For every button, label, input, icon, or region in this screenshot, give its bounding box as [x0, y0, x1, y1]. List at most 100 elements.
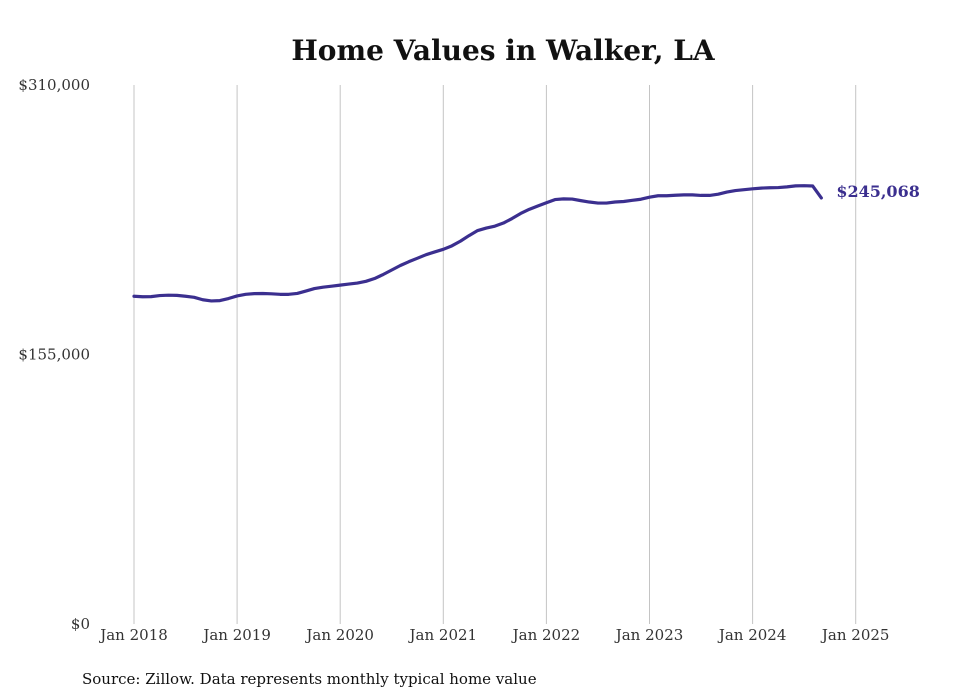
data-point: [777, 186, 780, 189]
data-point: [218, 299, 221, 302]
x-tick-label: Jan 2020: [304, 626, 374, 644]
data-point: [407, 260, 410, 263]
data-point: [184, 295, 187, 298]
data-point: [450, 244, 453, 247]
data-point: [270, 292, 273, 295]
data-point: [631, 199, 634, 202]
data-point: [553, 198, 556, 201]
x-tick-label: Jan 2023: [614, 626, 684, 644]
data-point: [596, 201, 599, 204]
data-point: [803, 184, 806, 187]
data-point: [682, 193, 685, 196]
y-tick-label: $0: [71, 615, 90, 633]
data-point: [562, 197, 565, 200]
data-point: [347, 282, 350, 285]
data-point: [794, 184, 797, 187]
end-value-label: $245,068: [836, 182, 920, 201]
data-point: [476, 229, 479, 232]
x-tick-label: Jan 2018: [98, 626, 168, 644]
data-point: [760, 187, 763, 190]
data-point: [528, 208, 531, 211]
data-point: [236, 294, 239, 297]
x-tick-label: Jan 2022: [511, 626, 581, 644]
data-point: [261, 292, 264, 295]
data-point: [425, 253, 428, 256]
data-point: [459, 240, 462, 243]
y-tick-label: $155,000: [18, 346, 90, 364]
data-point: [244, 293, 247, 296]
data-point: [442, 248, 445, 251]
data-point: [545, 201, 548, 204]
data-point: [201, 298, 204, 301]
data-point: [321, 286, 324, 289]
data-points: [132, 184, 823, 302]
data-point: [751, 187, 754, 190]
data-point: [614, 200, 617, 203]
grid: [133, 85, 857, 624]
data-point: [691, 193, 694, 196]
data-point: [296, 292, 299, 295]
data-point: [665, 194, 668, 197]
data-point: [167, 294, 170, 297]
x-axis: Jan 2018 Jan 2019 Jan 2020 Jan 2021 Jan 2022…: [98, 626, 889, 644]
data-point: [699, 194, 702, 197]
x-tick-label: Jan 2021: [408, 626, 478, 644]
data-point: [433, 250, 436, 253]
data-point: [639, 198, 642, 201]
data-point: [785, 185, 788, 188]
data-point: [278, 293, 281, 296]
data-point: [150, 295, 153, 298]
data-point: [158, 294, 161, 297]
chart-title: Home Values in Walker, LA: [291, 34, 716, 67]
data-point: [330, 285, 333, 288]
data-point: [467, 234, 470, 237]
data-point: [588, 200, 591, 203]
data-point: [227, 297, 230, 300]
data-point: [373, 277, 376, 280]
series-line: [132, 184, 823, 303]
data-point: [339, 284, 342, 287]
data-point: [364, 280, 367, 283]
data-point: [768, 186, 771, 189]
data-point: [605, 201, 608, 204]
data-point: [399, 264, 402, 267]
data-point: [313, 287, 316, 290]
data-point: [210, 299, 213, 302]
data-point: [141, 295, 144, 298]
data-point: [356, 281, 359, 284]
data-point: [493, 225, 496, 228]
data-point: [175, 294, 178, 297]
data-point: [742, 188, 745, 191]
data-point: [382, 273, 385, 276]
x-tick-label: Jan 2019: [201, 626, 271, 644]
data-point: [253, 292, 256, 295]
data-point: [390, 268, 393, 271]
data-point: [717, 193, 720, 196]
data-point: [132, 295, 135, 298]
data-point: [416, 257, 419, 260]
data-point: [725, 191, 728, 194]
data-point: [579, 199, 582, 202]
y-tick-label: $310,000: [18, 76, 90, 94]
data-point: [287, 293, 290, 296]
data-point: [734, 189, 737, 192]
data-point: [648, 196, 651, 199]
data-point: [193, 296, 196, 299]
data-point: [622, 200, 625, 203]
source-note: Source: Zillow. Data represents monthly …: [82, 670, 537, 688]
data-point: [485, 227, 488, 230]
data-point: [811, 184, 814, 187]
data-point: [708, 194, 711, 197]
data-point: [304, 289, 307, 292]
data-point: [536, 204, 539, 207]
data-point: [510, 217, 513, 220]
data-point: [502, 221, 505, 224]
x-tick-label: Jan 2025: [820, 626, 890, 644]
data-point: [656, 194, 659, 197]
x-tick-label: Jan 2024: [717, 626, 787, 644]
y-axis: $310,000 $155,000 $0: [18, 76, 90, 633]
data-point: [674, 194, 677, 197]
data-point: [519, 212, 522, 215]
data-point: [820, 196, 823, 199]
